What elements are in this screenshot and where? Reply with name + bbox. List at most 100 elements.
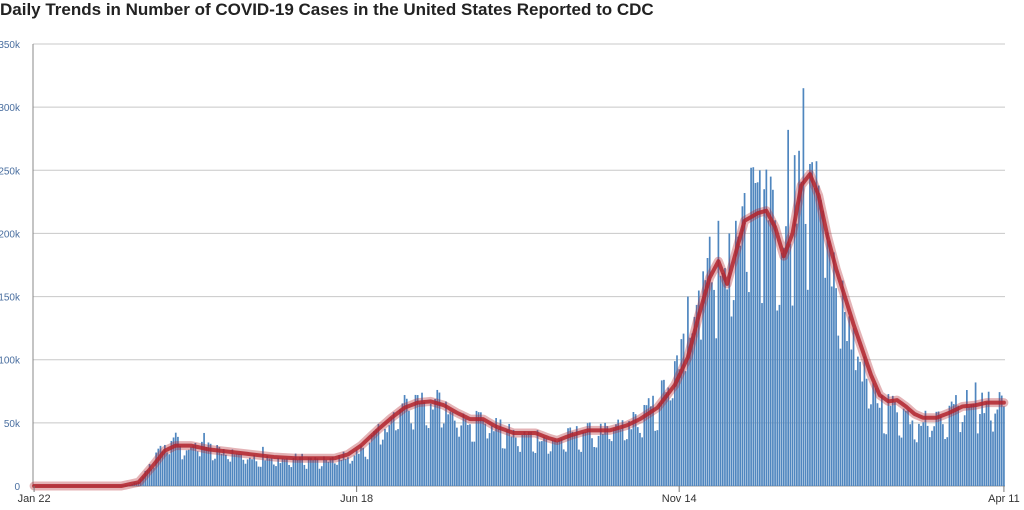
daily-case-bar — [780, 252, 783, 486]
daily-case-bar — [477, 412, 480, 486]
daily-case-bar — [543, 436, 545, 486]
daily-case-bar — [355, 449, 358, 486]
daily-case-bar — [697, 290, 700, 486]
daily-case-bar — [669, 400, 672, 486]
daily-case-bar — [798, 150, 800, 487]
daily-case-bar — [737, 236, 739, 486]
daily-case-bar — [756, 182, 759, 487]
x-tick-label: Jan 22 — [18, 493, 51, 505]
daily-case-bar — [399, 409, 402, 486]
daily-case-bar — [560, 438, 563, 486]
daily-case-bar — [872, 383, 874, 486]
daily-case-bar — [743, 193, 746, 486]
daily-case-bar — [867, 408, 870, 486]
daily-case-bar — [264, 460, 266, 486]
daily-case-bar — [719, 275, 722, 486]
daily-case-bar — [896, 412, 898, 486]
daily-case-bar — [815, 161, 818, 486]
daily-case-bar — [767, 220, 770, 486]
daily-case-bar — [434, 399, 436, 486]
daily-case-bar — [475, 410, 478, 486]
daily-case-bar — [732, 300, 735, 486]
daily-case-bar — [758, 170, 761, 487]
daily-case-bar — [584, 432, 587, 486]
daily-case-bar — [902, 408, 905, 486]
daily-case-bar — [251, 459, 253, 486]
daily-case-bar — [512, 429, 515, 486]
daily-case-bar — [305, 468, 308, 486]
daily-case-bar — [837, 335, 840, 486]
daily-case-bar — [286, 458, 288, 486]
daily-case-bar — [196, 451, 199, 486]
daily-case-bar — [340, 459, 343, 486]
daily-case-bar — [323, 456, 325, 486]
daily-case-bar — [541, 441, 543, 486]
daily-case-bar — [514, 437, 517, 486]
daily-case-bar — [915, 442, 918, 486]
daily-case-bar — [602, 433, 604, 486]
daily-case-bar — [272, 464, 275, 486]
daily-case-bar — [142, 476, 144, 486]
y-tick-label: 350k — [0, 40, 21, 51]
daily-case-bar — [604, 422, 606, 486]
daily-case-bar — [214, 458, 216, 486]
daily-case-bar — [580, 451, 582, 486]
daily-case-bar — [894, 402, 896, 486]
daily-case-bar — [181, 459, 184, 486]
daily-case-bar — [216, 445, 219, 486]
daily-case-bar — [721, 273, 724, 486]
daily-case-bar — [266, 455, 269, 486]
daily-case-bar — [813, 188, 816, 486]
daily-case-bar — [362, 447, 365, 486]
daily-case-bar — [401, 403, 404, 486]
daily-case-bar — [883, 433, 885, 486]
daily-case-bar — [416, 395, 419, 486]
daily-case-bar — [521, 434, 524, 486]
daily-case-bar — [619, 429, 622, 486]
daily-case-bar — [442, 423, 445, 486]
daily-case-bar — [724, 268, 726, 486]
daily-case-bar — [314, 457, 317, 486]
daily-case-bar — [928, 437, 931, 486]
daily-case-bar — [451, 412, 454, 486]
daily-case-bar — [501, 448, 504, 486]
daily-case-bar — [469, 424, 471, 486]
daily-case-bar — [211, 460, 214, 486]
daily-case-bar — [449, 411, 452, 486]
daily-case-bar — [769, 176, 772, 486]
daily-case-bar — [992, 431, 994, 486]
daily-case-bar — [911, 420, 914, 486]
daily-case-bar — [283, 459, 286, 486]
daily-case-bar — [824, 277, 827, 486]
daily-case-bar — [244, 463, 247, 486]
daily-case-bar — [650, 406, 652, 486]
daily-case-bar — [205, 446, 208, 486]
daily-case-bar — [752, 167, 755, 486]
daily-case-bar — [174, 432, 177, 486]
daily-case-bar — [336, 464, 338, 486]
daily-case-bar — [1000, 395, 1003, 486]
daily-case-bar — [887, 394, 890, 486]
daily-case-bar — [654, 430, 657, 486]
daily-case-bar — [772, 189, 774, 487]
daily-case-bar — [423, 401, 426, 486]
daily-case-bar — [235, 453, 238, 486]
daily-case-bar — [878, 407, 881, 486]
daily-case-bar — [778, 304, 781, 486]
daily-case-bar — [615, 424, 617, 486]
daily-case-bar — [796, 223, 798, 486]
daily-case-bar — [979, 414, 981, 486]
daily-case-bar — [976, 433, 979, 486]
daily-case-bar — [246, 459, 249, 486]
daily-case-bar — [177, 436, 179, 486]
daily-case-bar — [676, 355, 678, 486]
x-tick-label: Apr 11 — [988, 493, 1020, 505]
daily-case-bar — [695, 304, 698, 486]
daily-case-bar — [989, 420, 992, 486]
daily-case-bar — [588, 422, 591, 486]
daily-case-bar — [970, 404, 973, 486]
daily-case-bar — [207, 442, 210, 486]
daily-case-bar — [292, 457, 295, 486]
daily-case-bar — [944, 439, 946, 486]
daily-case-bar — [926, 425, 929, 486]
